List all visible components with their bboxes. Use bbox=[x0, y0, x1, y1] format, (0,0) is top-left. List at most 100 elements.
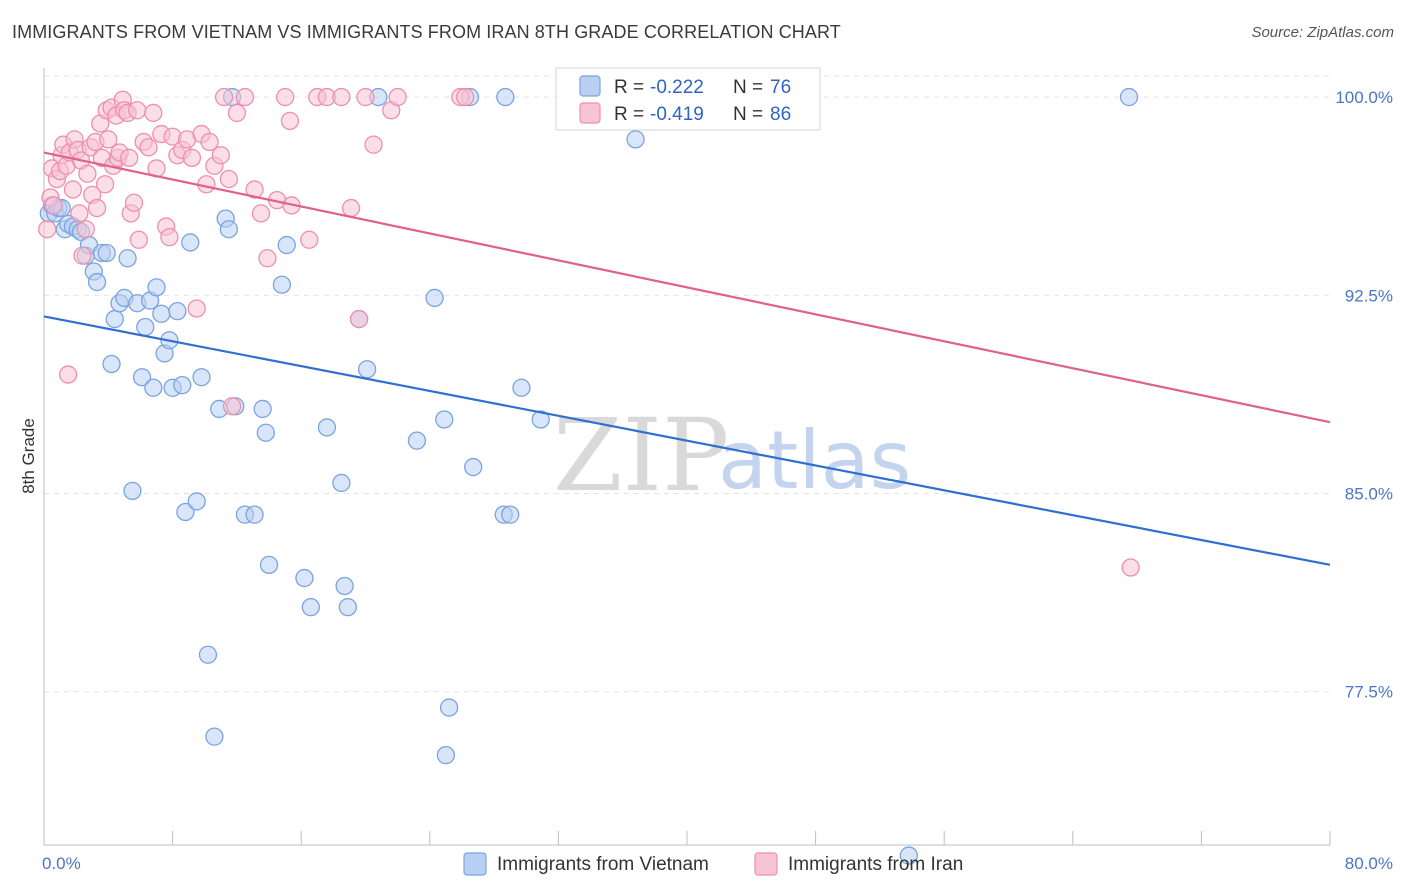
point-vietnam bbox=[295, 568, 314, 588]
y-tick-label: 92.5% bbox=[1345, 286, 1393, 305]
watermark-zip: ZIP bbox=[553, 397, 729, 514]
y-tick-label: 77.5% bbox=[1345, 683, 1393, 702]
point-vietnam bbox=[219, 220, 239, 239]
point-vietnam bbox=[512, 378, 531, 397]
legend-n-value-vietnam: 76 bbox=[770, 77, 791, 98]
point-iran bbox=[87, 198, 107, 218]
point-iran bbox=[251, 204, 271, 223]
point-iran bbox=[200, 132, 219, 152]
point-iran bbox=[456, 87, 475, 107]
point-vietnam bbox=[205, 727, 224, 746]
point-vietnam bbox=[123, 481, 142, 501]
point-vietnam bbox=[301, 597, 320, 617]
legend-box: R = -0.222 N = 76 R = -0.419 N = 86 bbox=[555, 67, 821, 131]
point-vietnam bbox=[245, 505, 264, 524]
point-iran bbox=[388, 87, 407, 107]
legend-r-value-iran: -0.419 bbox=[650, 104, 704, 125]
point-vietnam bbox=[105, 309, 124, 329]
point-iran bbox=[332, 87, 351, 107]
legend-swatch-vietnam bbox=[579, 75, 601, 97]
point-iran bbox=[275, 87, 295, 107]
point-vietnam bbox=[464, 457, 483, 477]
bottom-legend: Immigrants from Vietnam Immigrants from … bbox=[463, 852, 963, 876]
point-iran bbox=[349, 309, 369, 329]
bottom-legend-label-vietnam: Immigrants from Vietnam bbox=[497, 854, 709, 875]
y-tick-label: 85.0% bbox=[1345, 485, 1393, 504]
point-vietnam bbox=[181, 233, 200, 252]
point-vietnam bbox=[332, 473, 351, 493]
point-iran bbox=[341, 198, 361, 218]
watermark-atlas: atlas bbox=[718, 414, 911, 507]
bottom-legend-label-iran: Immigrants from Iran bbox=[788, 854, 963, 875]
point-iran bbox=[128, 101, 147, 120]
point-vietnam bbox=[87, 272, 107, 292]
point-vietnam bbox=[626, 130, 645, 149]
point-vietnam bbox=[136, 317, 155, 337]
y-tick-labels: 77.5% 85.0% 92.5% 100.0% bbox=[1335, 88, 1393, 702]
point-vietnam bbox=[436, 745, 456, 765]
point-iran bbox=[219, 169, 239, 189]
point-iran bbox=[58, 365, 78, 384]
point-vietnam bbox=[118, 249, 137, 268]
point-iran bbox=[235, 87, 255, 107]
series-iran-points bbox=[38, 87, 1140, 577]
watermark: ZIP atlas bbox=[553, 397, 911, 514]
point-vietnam bbox=[407, 431, 427, 450]
point-vietnam bbox=[132, 368, 152, 387]
point-iran bbox=[222, 397, 242, 416]
point-vietnam bbox=[256, 423, 275, 442]
point-iran bbox=[187, 299, 206, 318]
y-tick-label: 100.0% bbox=[1335, 88, 1393, 107]
chart-title: IMMIGRANTS FROM VIETNAM VS IMMIGRANTS FR… bbox=[12, 22, 841, 42]
point-iran bbox=[99, 130, 118, 149]
point-iran bbox=[44, 196, 63, 215]
point-iran bbox=[214, 87, 234, 107]
point-iran bbox=[63, 180, 83, 199]
point-vietnam bbox=[531, 410, 550, 429]
point-iran bbox=[120, 148, 139, 168]
point-iran bbox=[70, 204, 89, 223]
point-vietnam bbox=[435, 410, 454, 429]
point-vietnam bbox=[253, 399, 272, 419]
bottom-legend-swatch-vietnam bbox=[463, 852, 487, 876]
trend-lines bbox=[43, 151, 1331, 566]
point-vietnam bbox=[1119, 87, 1139, 107]
point-vietnam bbox=[277, 235, 296, 255]
trend-line-iran bbox=[43, 151, 1331, 424]
point-vietnam bbox=[168, 301, 187, 321]
point-iran bbox=[300, 230, 319, 249]
point-iran bbox=[280, 111, 300, 131]
point-vietnam bbox=[173, 375, 192, 395]
point-vietnam bbox=[97, 243, 116, 263]
point-vietnam bbox=[501, 505, 520, 524]
point-vietnam bbox=[192, 368, 211, 387]
point-vietnam bbox=[259, 555, 279, 575]
point-iran bbox=[144, 103, 163, 123]
point-vietnam bbox=[144, 378, 163, 397]
y-axis-label: 8th Grade bbox=[19, 418, 38, 494]
point-vietnam bbox=[176, 502, 195, 522]
point-iran bbox=[160, 227, 179, 247]
legend-r-label-iran: R = bbox=[614, 104, 644, 125]
x-tick-label: 0.0% bbox=[42, 854, 81, 873]
point-vietnam bbox=[439, 698, 459, 717]
point-iran bbox=[78, 164, 97, 183]
point-vietnam bbox=[198, 645, 218, 664]
legend-swatch-iran bbox=[579, 102, 601, 124]
point-vietnam bbox=[272, 275, 292, 294]
point-vietnam bbox=[357, 360, 377, 379]
point-iran bbox=[73, 246, 92, 265]
x-tick-labels: 0.0% 80.0% bbox=[42, 854, 1393, 873]
point-vietnam bbox=[102, 354, 121, 374]
point-iran bbox=[227, 103, 247, 123]
point-vietnam bbox=[496, 87, 515, 107]
point-vietnam bbox=[187, 492, 206, 511]
legend-n-value-iran: 86 bbox=[770, 104, 791, 125]
legend-r-value-vietnam: -0.222 bbox=[650, 77, 704, 98]
point-vietnam bbox=[899, 846, 918, 865]
point-vietnam bbox=[317, 418, 337, 437]
point-iran bbox=[182, 148, 202, 168]
grid-lines bbox=[44, 75, 1330, 693]
point-vietnam bbox=[425, 288, 444, 308]
